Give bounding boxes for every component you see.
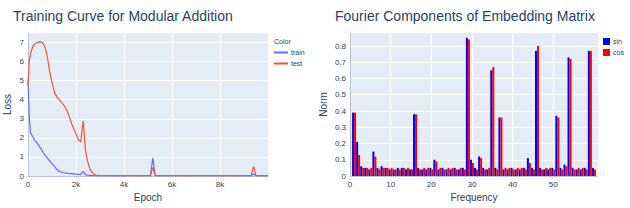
svg-text:0: 0 bbox=[348, 180, 353, 189]
svg-text:6k: 6k bbox=[168, 180, 177, 189]
svg-text:0.7: 0.7 bbox=[335, 58, 347, 67]
svg-text:2: 2 bbox=[20, 133, 25, 142]
svg-text:5: 5 bbox=[20, 76, 25, 85]
svg-text:Fourier Components of Embeddin: Fourier Components of Embedding Matrix bbox=[335, 8, 595, 24]
svg-text:40: 40 bbox=[508, 180, 517, 189]
svg-text:Color: Color bbox=[274, 38, 291, 45]
svg-text:test: test bbox=[291, 60, 302, 67]
svg-text:Norm: Norm bbox=[318, 92, 329, 116]
svg-text:10: 10 bbox=[386, 180, 395, 189]
svg-text:20: 20 bbox=[427, 180, 436, 189]
svg-text:train: train bbox=[291, 49, 305, 56]
svg-text:50: 50 bbox=[549, 180, 558, 189]
svg-text:0: 0 bbox=[342, 172, 347, 181]
svg-text:0.3: 0.3 bbox=[335, 123, 347, 132]
svg-text:8k: 8k bbox=[216, 180, 225, 189]
svg-text:2k: 2k bbox=[72, 180, 81, 189]
svg-text:1: 1 bbox=[20, 152, 25, 161]
svg-text:0.8: 0.8 bbox=[335, 42, 347, 51]
svg-text:sin: sin bbox=[613, 38, 622, 45]
svg-text:Loss: Loss bbox=[2, 94, 13, 115]
svg-text:4k: 4k bbox=[120, 180, 129, 189]
svg-text:3: 3 bbox=[20, 114, 25, 123]
svg-text:0.6: 0.6 bbox=[335, 74, 347, 83]
svg-text:0.5: 0.5 bbox=[335, 90, 347, 99]
svg-text:0.4: 0.4 bbox=[335, 107, 347, 116]
svg-text:0.2: 0.2 bbox=[335, 139, 347, 148]
svg-text:4: 4 bbox=[20, 95, 25, 104]
svg-text:Training Curve for Modular Add: Training Curve for Modular Addition bbox=[13, 8, 233, 24]
svg-text:0: 0 bbox=[20, 172, 25, 181]
svg-text:Epoch: Epoch bbox=[134, 192, 162, 203]
svg-text:30: 30 bbox=[468, 180, 477, 189]
svg-text:0: 0 bbox=[26, 180, 31, 189]
svg-text:7: 7 bbox=[20, 38, 25, 47]
svg-text:0.1: 0.1 bbox=[335, 155, 347, 164]
svg-text:6: 6 bbox=[20, 57, 25, 66]
svg-text:Frequency: Frequency bbox=[450, 192, 497, 203]
svg-text:cos: cos bbox=[613, 49, 624, 56]
